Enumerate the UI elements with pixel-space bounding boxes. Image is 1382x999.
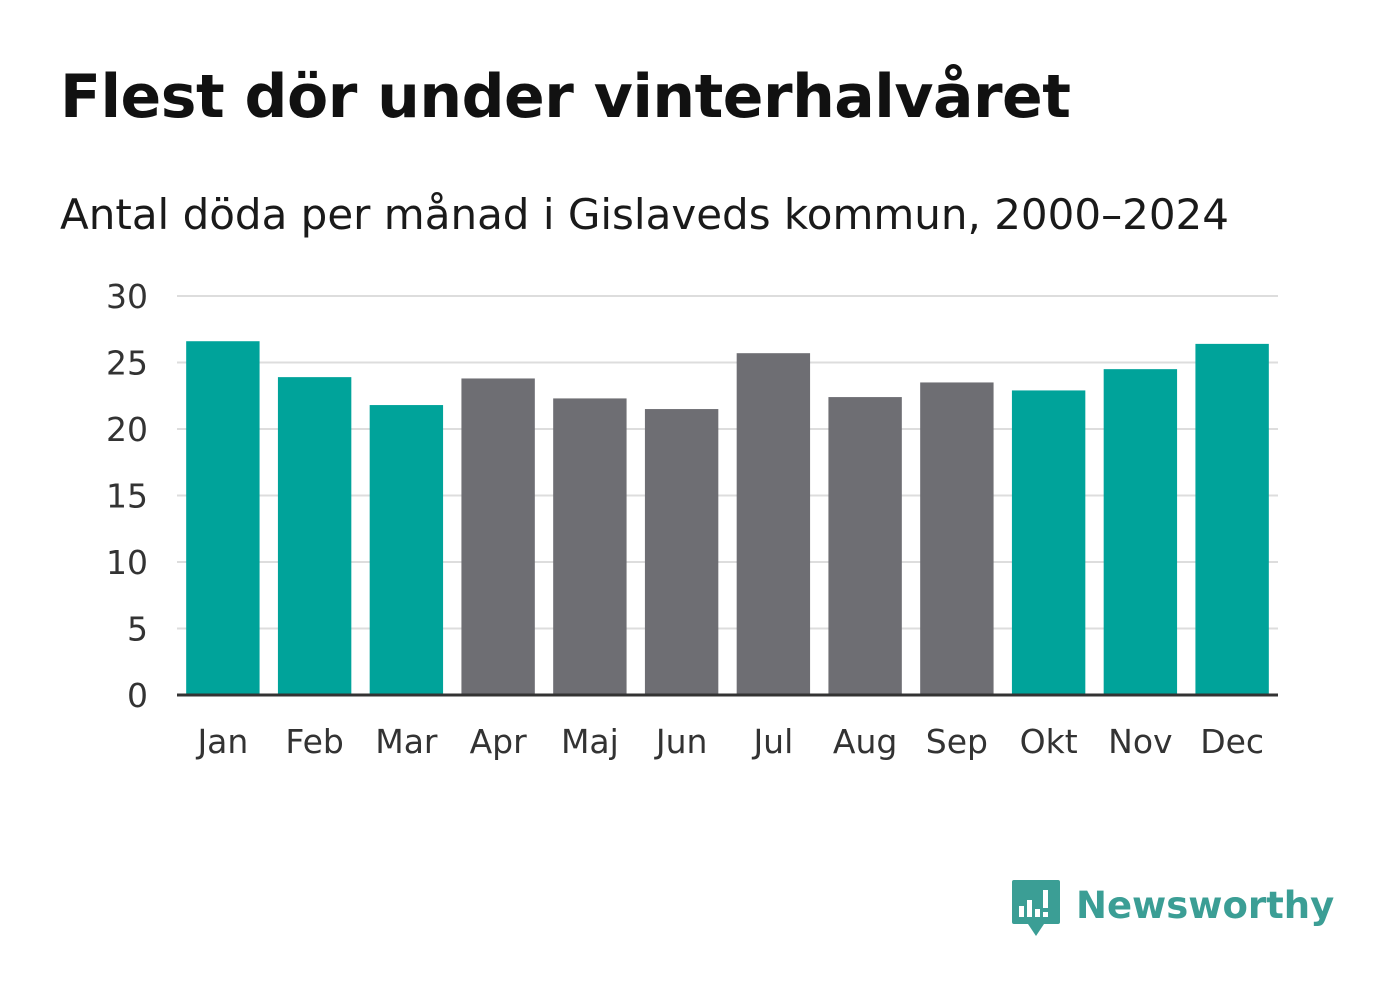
bar-jul [736,353,811,695]
x-tick-label: Sep [926,722,988,761]
brand-name: Newsworthy [1076,883,1335,927]
y-tick-label: 15 [106,477,148,516]
y-tick-label: 20 [106,410,148,449]
bar-chart-speech-bubble-icon [1012,880,1060,936]
chart-subtitle: Antal döda per månad i Gislaveds kommun,… [60,190,1229,239]
y-axis-ticks: 0 5 10 15 20 25 30 [106,277,148,715]
x-tick-label: Nov [1108,722,1172,761]
brand-logo: Newsworthy [1010,878,1334,938]
x-tick-label: Jul [751,722,793,761]
y-tick-label: 10 [106,543,148,582]
x-tick-label: Jun [654,722,708,761]
bar-apr [461,378,535,695]
y-tick-label: 25 [106,344,148,383]
bar-dec [1195,343,1269,695]
gridlines [177,295,1278,630]
bar-mar [369,405,444,695]
bar-jun [644,409,719,695]
x-tick-label: Apr [470,722,528,761]
bars [186,341,1269,695]
chart-title: Flest dör under vinterhalvåret [60,62,1071,132]
y-tick-label: 5 [127,610,148,649]
x-tick-label: Okt [1020,722,1078,761]
x-tick-label: Aug [833,722,897,761]
x-tick-label: Dec [1200,722,1264,761]
x-tick-label: Mar [375,722,438,761]
bar-okt [1011,390,1086,695]
y-tick-label: 30 [106,277,148,316]
x-tick-label: Jan [195,722,248,761]
bar-aug [828,397,902,695]
bar-maj [553,398,627,695]
bar-feb [277,377,352,695]
bar-nov [1103,369,1178,695]
y-tick-label: 0 [127,676,148,715]
x-tick-label: Feb [285,722,343,761]
bar-sep [920,382,994,695]
bar-jan [186,341,260,695]
x-axis-ticks: Jan Feb Mar Apr Maj Jun Jul Aug Sep Okt Nov Dec [195,722,1264,761]
x-tick-label: Maj [561,722,619,761]
